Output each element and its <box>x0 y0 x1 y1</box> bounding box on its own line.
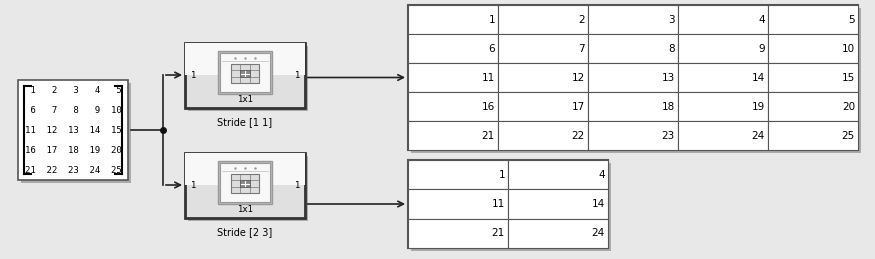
Text: 1: 1 <box>190 181 195 190</box>
Text: 1: 1 <box>295 70 300 80</box>
Text: 4: 4 <box>759 15 765 25</box>
Bar <box>231 174 259 193</box>
Bar <box>768 121 858 150</box>
Bar <box>498 5 588 34</box>
Text: 14: 14 <box>752 73 765 83</box>
Bar <box>18 80 128 180</box>
Text: 16  17  18  19  20: 16 17 18 19 20 <box>24 146 122 155</box>
Text: 21  22  23  24  25: 21 22 23 24 25 <box>24 166 122 175</box>
Bar <box>498 63 588 92</box>
Bar <box>241 70 249 77</box>
Bar <box>185 42 305 107</box>
Bar <box>588 5 678 34</box>
Text: 20: 20 <box>842 102 855 112</box>
Text: 21: 21 <box>492 228 505 238</box>
Bar <box>408 160 508 189</box>
Text: 10: 10 <box>842 44 855 54</box>
Bar <box>498 121 588 150</box>
Bar <box>588 121 678 150</box>
Bar <box>768 5 858 34</box>
Text: 1: 1 <box>190 70 195 80</box>
Bar <box>411 163 611 251</box>
Text: 7: 7 <box>578 44 585 54</box>
Text: 3: 3 <box>668 15 675 25</box>
Bar <box>498 34 588 63</box>
Bar <box>678 34 768 63</box>
Bar <box>411 8 861 153</box>
Bar <box>408 160 608 248</box>
Text: 12: 12 <box>571 73 585 83</box>
Text: 1: 1 <box>488 15 495 25</box>
Bar <box>508 160 608 189</box>
Text: 6   7   8   9  10: 6 7 8 9 10 <box>24 105 122 114</box>
Text: 21: 21 <box>482 131 495 140</box>
Bar <box>185 153 305 218</box>
Bar <box>408 219 508 248</box>
Text: 11: 11 <box>492 199 505 209</box>
Bar <box>588 63 678 92</box>
Bar <box>768 63 858 92</box>
Bar <box>241 180 249 187</box>
Bar <box>678 121 768 150</box>
Bar <box>188 155 308 220</box>
Bar <box>678 5 768 34</box>
Bar <box>588 92 678 121</box>
Bar <box>21 83 131 183</box>
Text: 11  12  13  14  15: 11 12 13 14 15 <box>24 126 122 134</box>
Text: 6: 6 <box>488 44 495 54</box>
Text: 18: 18 <box>662 102 675 112</box>
Bar <box>408 63 498 92</box>
Bar <box>218 51 272 94</box>
Bar <box>408 189 508 219</box>
Bar <box>188 46 308 111</box>
Bar <box>508 219 608 248</box>
Bar <box>678 92 768 121</box>
Bar <box>768 34 858 63</box>
Text: 24: 24 <box>752 131 765 140</box>
Text: 24: 24 <box>592 228 605 238</box>
Text: 1x1: 1x1 <box>237 205 253 214</box>
Bar <box>408 34 498 63</box>
Bar <box>408 121 498 150</box>
Text: 8: 8 <box>668 44 675 54</box>
Text: 22: 22 <box>571 131 585 140</box>
Bar <box>185 42 305 75</box>
Text: 2: 2 <box>578 15 585 25</box>
Text: 4: 4 <box>598 170 605 180</box>
Bar <box>220 53 270 92</box>
Text: 5: 5 <box>849 15 855 25</box>
Text: 11: 11 <box>482 73 495 83</box>
Bar <box>185 153 305 185</box>
Bar <box>220 163 270 202</box>
Text: Stride [2 3]: Stride [2 3] <box>217 227 273 238</box>
Text: 1: 1 <box>295 181 300 190</box>
Text: 25: 25 <box>842 131 855 140</box>
Bar <box>498 92 588 121</box>
Text: 16: 16 <box>482 102 495 112</box>
Bar <box>678 63 768 92</box>
Text: 1: 1 <box>499 170 505 180</box>
Text: Stride [1 1]: Stride [1 1] <box>218 118 273 127</box>
Bar <box>408 92 498 121</box>
Text: 13: 13 <box>662 73 675 83</box>
Text: 1   2   3   4   5: 1 2 3 4 5 <box>24 85 122 95</box>
Text: 9: 9 <box>759 44 765 54</box>
Bar <box>588 34 678 63</box>
Bar <box>508 189 608 219</box>
Text: 14: 14 <box>592 199 605 209</box>
Text: 15: 15 <box>842 73 855 83</box>
Bar <box>231 64 259 83</box>
Text: 17: 17 <box>571 102 585 112</box>
Text: 19: 19 <box>752 102 765 112</box>
Text: 23: 23 <box>662 131 675 140</box>
Bar <box>408 5 498 34</box>
Text: 1x1: 1x1 <box>237 95 253 104</box>
Bar <box>408 5 858 150</box>
Bar <box>218 161 272 204</box>
Bar <box>768 92 858 121</box>
